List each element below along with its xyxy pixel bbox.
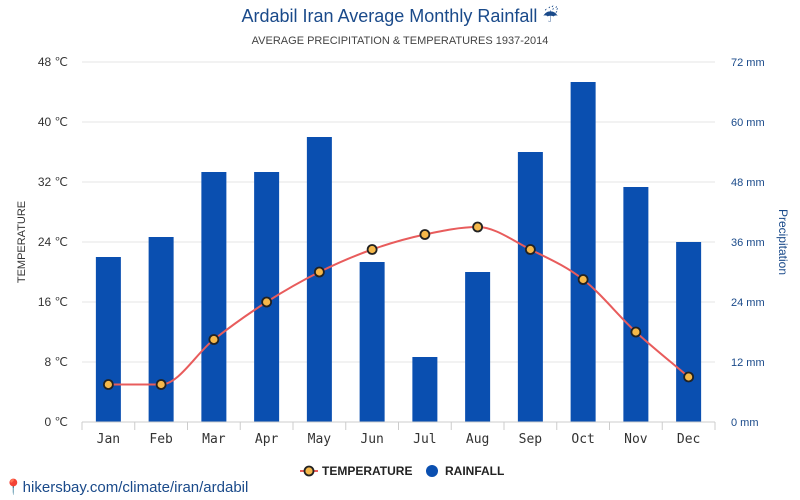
x-tick-label: Mar <box>202 432 226 447</box>
legend-label-temperature: TEMPERATURE <box>322 464 412 478</box>
x-tick-label: Dec <box>677 432 700 447</box>
x-tick-label: Feb <box>149 432 173 447</box>
y-axis-title-right: Precipitation <box>776 209 790 275</box>
y-tick-label-right: 72 mm <box>731 57 765 69</box>
y-tick-label-left: 48 ℃ <box>38 55 68 69</box>
y-tick-label-right: 60 mm <box>731 117 765 129</box>
rainfall-bar <box>676 242 702 422</box>
x-tick-label: Jul <box>413 432 436 447</box>
x-tick-label: Aug <box>466 432 489 447</box>
gridlines <box>82 61 715 363</box>
x-tick-label: Nov <box>624 432 648 447</box>
x-tick-label: Sep <box>519 432 543 447</box>
temperature-line <box>108 225 690 386</box>
rainfall-bar <box>95 257 121 422</box>
temperature-point <box>155 379 167 390</box>
rainfall-bars <box>95 82 702 422</box>
rainfall-bar <box>517 152 543 422</box>
temperature-point <box>524 244 536 255</box>
temperature-point <box>261 296 273 308</box>
x-tick-label: May <box>308 432 332 447</box>
y-axis-title-left: TEMPERATURE <box>16 201 28 283</box>
x-tick-label: Jan <box>97 432 120 447</box>
temperature-point <box>419 229 431 240</box>
temperature-point <box>630 326 642 338</box>
temperature-point <box>577 274 589 285</box>
x-tick-label: Jun <box>360 432 383 447</box>
y-tick-label-right: 12 mm <box>731 357 765 369</box>
legend-rainfall-marker <box>426 465 438 477</box>
y-tick-label-right: 0 mm <box>731 417 759 429</box>
temperature-point <box>366 244 378 255</box>
y-tick-label-right: 48 mm <box>731 177 765 189</box>
axes: 0 ℃ 0 mm 8 ℃ 12 mm 16 ℃ 24 mm 24 ℃ 36 mm 32 ℃ 48 … <box>16 55 790 447</box>
temperature-point <box>313 266 325 278</box>
y-tick-label-left: 8 ℃ <box>45 355 68 369</box>
temperature-curve <box>108 225 690 386</box>
y-tick-label-right: 36 mm <box>731 237 765 249</box>
x-tick-label: Oct <box>571 432 594 447</box>
temperature-points <box>102 221 695 390</box>
temperature-point <box>102 379 114 390</box>
rainfall-bar <box>412 357 438 422</box>
chart-subtitle: AVERAGE PRECIPITATION & TEMPERATURES 193… <box>251 35 549 47</box>
y-tick-label-left: 32 ℃ <box>38 175 68 189</box>
y-tick-label-left: 16 ℃ <box>38 295 68 309</box>
legend-temperature-marker <box>303 465 315 477</box>
temperature-point <box>472 221 484 233</box>
legend[interactable]: TEMPERATURE RAINFALL <box>300 464 504 478</box>
rainfall-bar <box>465 272 491 422</box>
rainfall-bar <box>623 187 649 422</box>
y-tick-label-left: 40 ℃ <box>38 115 68 129</box>
y-tick-label-left: 24 ℃ <box>38 235 68 249</box>
temperature-point <box>683 371 695 383</box>
rainfall-bar <box>148 237 174 422</box>
rainfall-bar <box>306 137 332 422</box>
chart-title: Ardabil Iran Average Monthly Rainfall ☔ <box>241 6 559 26</box>
y-tick-label-right: 24 mm <box>731 297 765 309</box>
legend-label-rainfall: RAINFALL <box>445 464 504 478</box>
x-tick-label: Apr <box>255 432 279 447</box>
source-link[interactable]: 📍hikersbay.com/climate/iran/ardabil <box>4 479 249 496</box>
rainfall-bar <box>570 82 596 422</box>
rainfall-bar <box>359 262 385 422</box>
y-tick-label-left: 0 ℃ <box>45 415 68 429</box>
rainfall-bar <box>201 172 227 422</box>
temperature-point <box>208 334 220 345</box>
